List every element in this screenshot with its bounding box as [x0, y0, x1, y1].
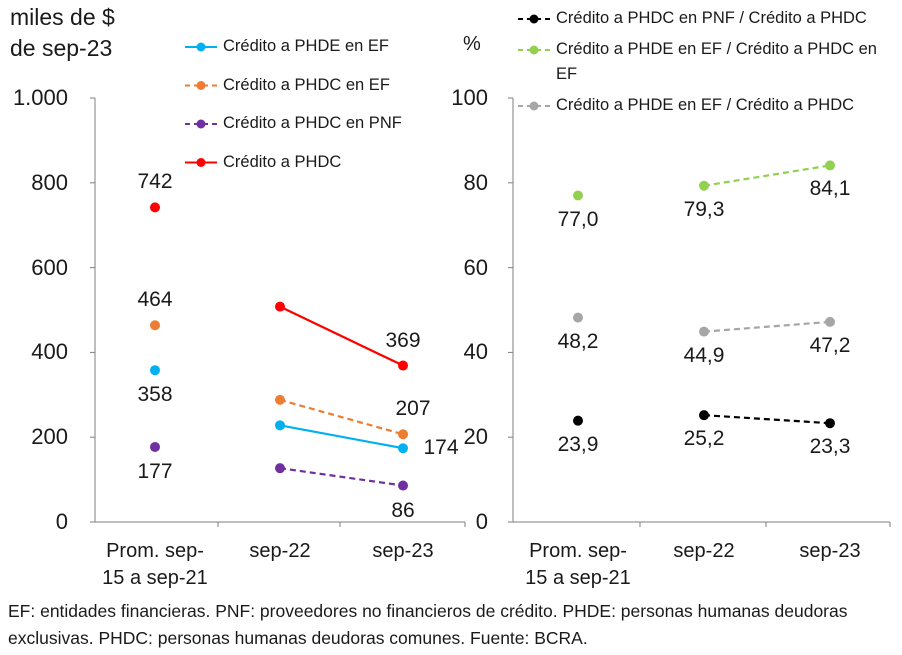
y-tick-label: 400 — [31, 339, 68, 365]
legend-marker — [529, 14, 539, 24]
footnote: EF: entidades financieras. PNF: proveedo… — [8, 601, 848, 648]
series-line — [703, 414, 831, 425]
series-line — [703, 164, 831, 187]
data-label: 44,9 — [683, 343, 725, 367]
data-point — [275, 463, 285, 474]
data-point — [398, 480, 408, 491]
y-tick-label: 200 — [31, 424, 68, 450]
data-point — [699, 180, 709, 191]
data-point — [275, 301, 285, 312]
data-label: 23,9 — [557, 432, 599, 456]
x-tick-label: Prom. sep-15 a sep-21 — [525, 540, 631, 589]
x-tick-label: sep-22 — [673, 540, 735, 562]
x-tick-label: Prom. sep-15 a sep-21 — [102, 540, 208, 589]
y-axis-label: % — [463, 33, 481, 55]
legend-label: Crédito a PHDC en PNF — [223, 114, 402, 132]
legend-label: Crédito a PHDE en EF — [223, 37, 389, 55]
series-line — [703, 320, 831, 333]
x-tick-label: sep-23 — [799, 540, 861, 562]
data-point — [699, 410, 709, 421]
data-label: 207 — [395, 397, 431, 421]
y-tick-label: 60 — [463, 254, 488, 280]
data-point — [398, 429, 408, 440]
legend-marker — [196, 81, 206, 90]
data-label: 48,2 — [557, 329, 599, 353]
legend-label: Crédito a PHDC — [223, 152, 342, 171]
data-point — [275, 394, 285, 405]
data-label: 23,3 — [809, 435, 851, 459]
y-tick-label: 1.000 — [12, 85, 68, 110]
legend-marker — [196, 42, 206, 52]
data-point — [573, 415, 583, 426]
data-label: 47,2 — [809, 333, 851, 357]
series-line — [279, 398, 404, 436]
data-point — [150, 320, 160, 331]
data-label: 358 — [137, 383, 173, 407]
data-point — [150, 441, 160, 452]
data-point — [398, 360, 408, 371]
legend-label: Crédito a PHDE en EF / Crédito a PHDC — [556, 96, 855, 114]
data-point — [825, 160, 835, 171]
data-label: 174 — [423, 436, 459, 460]
x-tick-label: sep-23 — [372, 540, 434, 562]
series-line — [279, 424, 404, 450]
data-label: 86 — [391, 498, 415, 522]
data-point — [275, 420, 285, 431]
legend-label: Crédito a PHDE en EF / Crédito a PHDC en… — [556, 40, 877, 83]
data-label: 79,3 — [683, 197, 725, 221]
x-tick-label: sep-22 — [249, 540, 311, 562]
data-label: 369 — [385, 328, 421, 352]
data-label: 177 — [137, 459, 173, 483]
data-label: 25,2 — [683, 427, 725, 451]
y-tick-label: 40 — [463, 339, 488, 365]
data-point — [825, 316, 835, 327]
series-line — [279, 305, 404, 367]
data-point — [150, 202, 160, 213]
legend-marker — [529, 45, 539, 55]
data-point — [825, 418, 835, 429]
y-tick-label: 20 — [463, 424, 488, 450]
y-tick-label: 800 — [31, 169, 68, 195]
chart-title: miles de $ de sep-23 — [10, 4, 115, 61]
data-label: 84,1 — [809, 177, 851, 201]
y-tick-label: 0 — [55, 509, 68, 534]
legend-marker — [196, 119, 206, 129]
data-point — [573, 190, 583, 201]
legend-label: Crédito a PHDC en PNF / Crédito a PHDC — [556, 9, 867, 27]
data-point — [573, 312, 583, 323]
y-tick-label: 100 — [451, 85, 488, 110]
data-label: 742 — [137, 170, 173, 194]
data-label: 464 — [137, 288, 173, 312]
y-tick-label: 600 — [31, 254, 68, 280]
data-label: 77,0 — [557, 207, 599, 231]
y-tick-label: 80 — [463, 169, 488, 195]
series-line — [279, 467, 404, 487]
legend-marker — [529, 101, 539, 111]
data-point — [398, 443, 408, 454]
y-tick-label: 0 — [475, 509, 488, 534]
data-point — [150, 365, 160, 376]
legend-label: Crédito a PHDC en EF — [223, 75, 390, 94]
data-point — [699, 326, 709, 337]
legend-marker — [196, 158, 206, 167]
